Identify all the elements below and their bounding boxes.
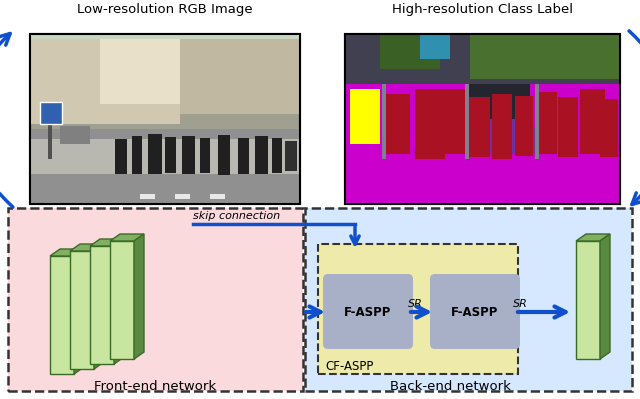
Bar xyxy=(580,89,605,154)
Bar xyxy=(465,84,469,159)
Bar xyxy=(305,208,632,391)
Bar xyxy=(345,34,620,204)
Bar xyxy=(30,34,300,89)
FancyArrowPatch shape xyxy=(629,31,640,204)
Bar xyxy=(350,89,380,144)
Bar xyxy=(115,139,127,174)
Polygon shape xyxy=(600,234,610,359)
Polygon shape xyxy=(94,244,104,369)
Text: Back-end network: Back-end network xyxy=(390,379,511,393)
Polygon shape xyxy=(90,239,124,246)
Polygon shape xyxy=(114,239,124,364)
FancyArrowPatch shape xyxy=(0,34,13,207)
Bar xyxy=(305,208,632,391)
Bar xyxy=(210,194,225,199)
Text: SR: SR xyxy=(408,299,422,309)
Bar xyxy=(468,97,490,157)
Text: SR: SR xyxy=(513,299,527,309)
Polygon shape xyxy=(50,249,84,256)
Bar xyxy=(8,208,303,391)
Bar xyxy=(345,154,615,204)
Polygon shape xyxy=(390,119,575,204)
Bar xyxy=(132,136,142,174)
Bar xyxy=(30,34,300,204)
Bar xyxy=(218,135,230,175)
Bar xyxy=(175,194,190,199)
Bar xyxy=(345,34,620,84)
Bar xyxy=(345,74,465,204)
Bar xyxy=(272,138,282,173)
Text: Front-end network: Front-end network xyxy=(94,379,216,393)
Polygon shape xyxy=(576,241,600,359)
FancyBboxPatch shape xyxy=(430,274,520,349)
Bar xyxy=(535,84,539,159)
Bar xyxy=(8,208,303,391)
Bar xyxy=(492,94,512,159)
Polygon shape xyxy=(90,246,114,364)
Polygon shape xyxy=(74,249,84,374)
Bar xyxy=(515,96,533,156)
Text: F-ASPP: F-ASPP xyxy=(451,306,499,318)
Bar xyxy=(600,99,618,157)
Bar xyxy=(180,39,300,114)
Bar xyxy=(182,136,195,174)
Bar xyxy=(30,39,180,124)
Bar xyxy=(200,138,210,173)
Polygon shape xyxy=(70,244,104,251)
Polygon shape xyxy=(110,234,144,241)
Polygon shape xyxy=(134,234,144,359)
Bar xyxy=(140,194,155,199)
Bar xyxy=(40,102,62,124)
Bar xyxy=(420,34,450,59)
Bar xyxy=(530,74,620,204)
Bar xyxy=(382,84,386,159)
Bar xyxy=(470,34,620,79)
Bar xyxy=(535,92,557,154)
Bar xyxy=(30,129,300,204)
Bar xyxy=(165,137,176,173)
FancyBboxPatch shape xyxy=(323,274,413,349)
Bar xyxy=(558,97,578,157)
Bar xyxy=(445,89,465,154)
Bar xyxy=(318,244,518,374)
Polygon shape xyxy=(70,251,94,369)
Bar xyxy=(345,34,620,204)
Bar xyxy=(30,34,300,204)
Text: F-ASPP: F-ASPP xyxy=(344,306,392,318)
Bar xyxy=(285,141,297,171)
Text: Low-resolution RGB Image: Low-resolution RGB Image xyxy=(77,2,253,16)
Bar xyxy=(380,34,440,69)
Bar xyxy=(48,104,52,159)
Bar xyxy=(100,39,180,104)
Bar xyxy=(60,126,90,144)
Bar xyxy=(255,136,268,174)
Bar xyxy=(385,94,410,154)
Bar xyxy=(148,134,162,174)
Bar xyxy=(30,139,300,174)
Bar xyxy=(415,89,445,159)
Polygon shape xyxy=(50,256,74,374)
Text: CF-ASPP: CF-ASPP xyxy=(325,361,373,373)
Text: High-resolution Class Label: High-resolution Class Label xyxy=(392,2,573,16)
Bar xyxy=(238,138,249,174)
Polygon shape xyxy=(576,234,610,241)
Text: skip connection: skip connection xyxy=(193,211,280,221)
Polygon shape xyxy=(110,241,134,359)
